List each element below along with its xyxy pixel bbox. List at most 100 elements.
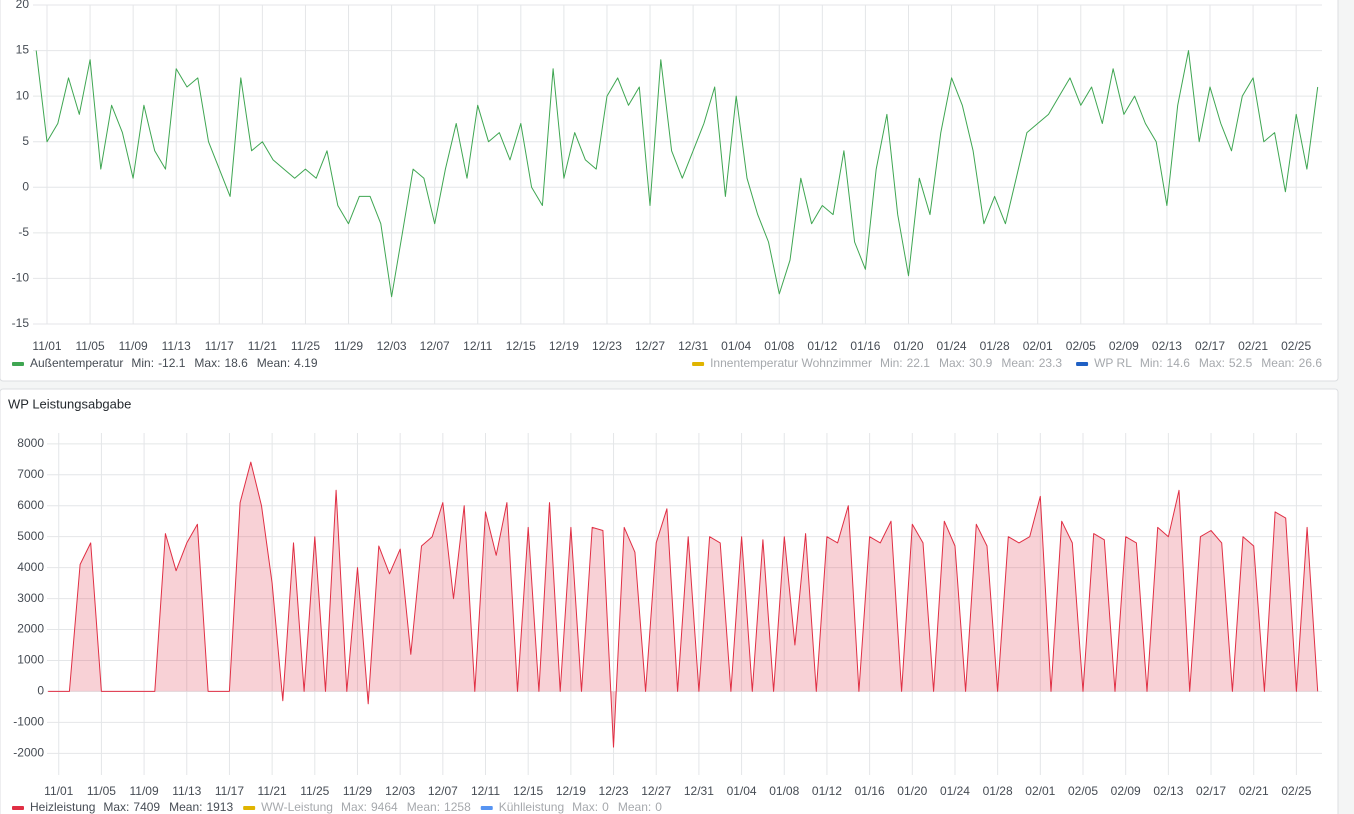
x-tick-label: 12/15 <box>513 784 543 798</box>
x-tick-label: 01/20 <box>893 339 923 353</box>
legend-name: Außentemperatur <box>30 356 123 370</box>
series-line <box>48 461 1319 748</box>
legend-name: Innentemperatur Wohnzimmer <box>710 356 872 370</box>
x-tick-label: 01/28 <box>980 339 1010 353</box>
y-tick-label: 15 <box>16 43 30 57</box>
legend-stat-value: 26.6 <box>1299 356 1323 370</box>
x-tick-label: 12/11 <box>471 784 500 798</box>
legend-stat-label: Mean: <box>257 356 290 370</box>
y-tick-label: 5 <box>22 134 29 148</box>
x-tick-label: 01/08 <box>769 784 799 798</box>
legend-stat-value: 7409 <box>133 800 160 814</box>
x-tick-label: 02/01 <box>1025 784 1055 798</box>
scrollbar-track <box>1341 0 1354 814</box>
x-tick-label: 11/01 <box>32 339 61 353</box>
x-tick-label: 01/16 <box>850 339 880 353</box>
legend-stat-label: Max: <box>103 800 129 814</box>
y-tick-label: 1000 <box>17 653 44 667</box>
x-tick-label: 02/05 <box>1068 784 1098 798</box>
y-tick-label: 20 <box>16 0 30 11</box>
x-tick-label: 02/17 <box>1195 339 1225 353</box>
x-tick-label: 11/21 <box>248 339 277 353</box>
x-tick-label: 11/09 <box>119 339 148 353</box>
x-tick-label: 02/25 <box>1281 784 1311 798</box>
legend-stat-value: 22.1 <box>907 356 931 370</box>
x-tick-label: 02/21 <box>1239 784 1269 798</box>
y-tick-label: 7000 <box>17 467 44 481</box>
legend-stat-label: Mean: <box>407 800 440 814</box>
y-tick-label: -10 <box>12 271 30 285</box>
x-tick-label: 11/13 <box>162 339 191 353</box>
legend-name: WP RL <box>1094 356 1132 370</box>
y-tick-label: 8000 <box>17 436 44 450</box>
x-tick-label: 11/05 <box>87 784 116 798</box>
legend-swatch <box>692 362 705 366</box>
x-tick-label: 12/19 <box>556 784 586 798</box>
y-tick-label: 6000 <box>17 498 44 512</box>
x-tick-label: 02/21 <box>1238 339 1268 353</box>
x-tick-label: 12/23 <box>592 339 622 353</box>
x-tick-label: 01/20 <box>897 784 927 798</box>
x-tick-label: 01/12 <box>812 784 842 798</box>
panel <box>0 388 1339 814</box>
legend-swatch <box>480 806 493 810</box>
legend-stat-value: 1258 <box>444 800 471 814</box>
legend-stat-label: Mean: <box>1261 356 1294 370</box>
y-tick-label: 3000 <box>17 591 44 605</box>
legend-stat-label: Min: <box>1140 356 1163 370</box>
legend-swatch <box>12 362 24 366</box>
panel-title: WP Leistungsabgabe <box>8 396 131 411</box>
x-tick-label: 12/31 <box>678 339 708 353</box>
x-tick-label: 12/15 <box>506 339 536 353</box>
legend-stat-value: 18.6 <box>224 356 248 370</box>
x-tick-label: 12/19 <box>549 339 579 353</box>
x-tick-label: 11/29 <box>343 784 372 798</box>
x-tick-label: 11/05 <box>76 339 105 353</box>
y-tick-label: -5 <box>18 225 29 239</box>
x-tick-label: 01/24 <box>937 339 967 353</box>
legend-stat-value: 52.5 <box>1229 356 1253 370</box>
legend-stat-value: 9464 <box>371 800 398 814</box>
y-tick-label: 0 <box>22 179 29 193</box>
legend-stat-value: 0 <box>602 800 609 814</box>
x-tick-label: 01/16 <box>855 784 885 798</box>
legend-item: WP RL Min: 14.6 Max: 52.5 Mean: 26.6 <box>1076 356 1322 370</box>
x-tick-label: 11/13 <box>172 784 201 798</box>
legend-swatch <box>12 806 24 810</box>
legend-stat-value: 4.19 <box>294 356 318 370</box>
series-area <box>48 462 1318 748</box>
x-tick-label: 02/09 <box>1111 784 1141 798</box>
x-tick-label: 01/24 <box>940 784 970 798</box>
x-tick-label: 11/25 <box>300 784 329 798</box>
y-tick-label: -2000 <box>13 746 44 760</box>
y-tick-label: 2000 <box>17 622 44 636</box>
x-tick-label: 11/01 <box>44 784 73 798</box>
x-tick-label: 01/28 <box>983 784 1013 798</box>
x-tick-label: 12/07 <box>420 339 450 353</box>
legend-stat-value: 30.9 <box>969 356 993 370</box>
legend-stat-label: Max: <box>1199 356 1225 370</box>
x-tick-label: 12/07 <box>428 784 458 798</box>
x-tick-label: 12/23 <box>599 784 629 798</box>
legend-name: Heizleistung <box>30 800 95 814</box>
legend-stat-value: 23.3 <box>1039 356 1063 370</box>
y-tick-label: 5000 <box>17 529 44 543</box>
x-tick-label: 02/13 <box>1152 339 1182 353</box>
x-tick-label: 01/08 <box>764 339 794 353</box>
x-tick-label: 12/27 <box>635 339 665 353</box>
x-tick-label: 02/25 <box>1281 339 1311 353</box>
legend-stat-label: Max: <box>194 356 220 370</box>
legend-stat-label: Mean: <box>169 800 202 814</box>
legend-swatch <box>1076 362 1089 366</box>
x-tick-label: 02/13 <box>1153 784 1183 798</box>
x-tick-label: 01/04 <box>727 784 757 798</box>
panel <box>0 0 1339 382</box>
y-tick-label: 0 <box>37 684 44 698</box>
x-tick-label: 02/09 <box>1109 339 1139 353</box>
x-tick-label: 11/21 <box>258 784 287 798</box>
x-tick-label: 01/04 <box>721 339 751 353</box>
x-tick-label: 12/31 <box>684 784 714 798</box>
x-tick-label: 12/03 <box>377 339 407 353</box>
